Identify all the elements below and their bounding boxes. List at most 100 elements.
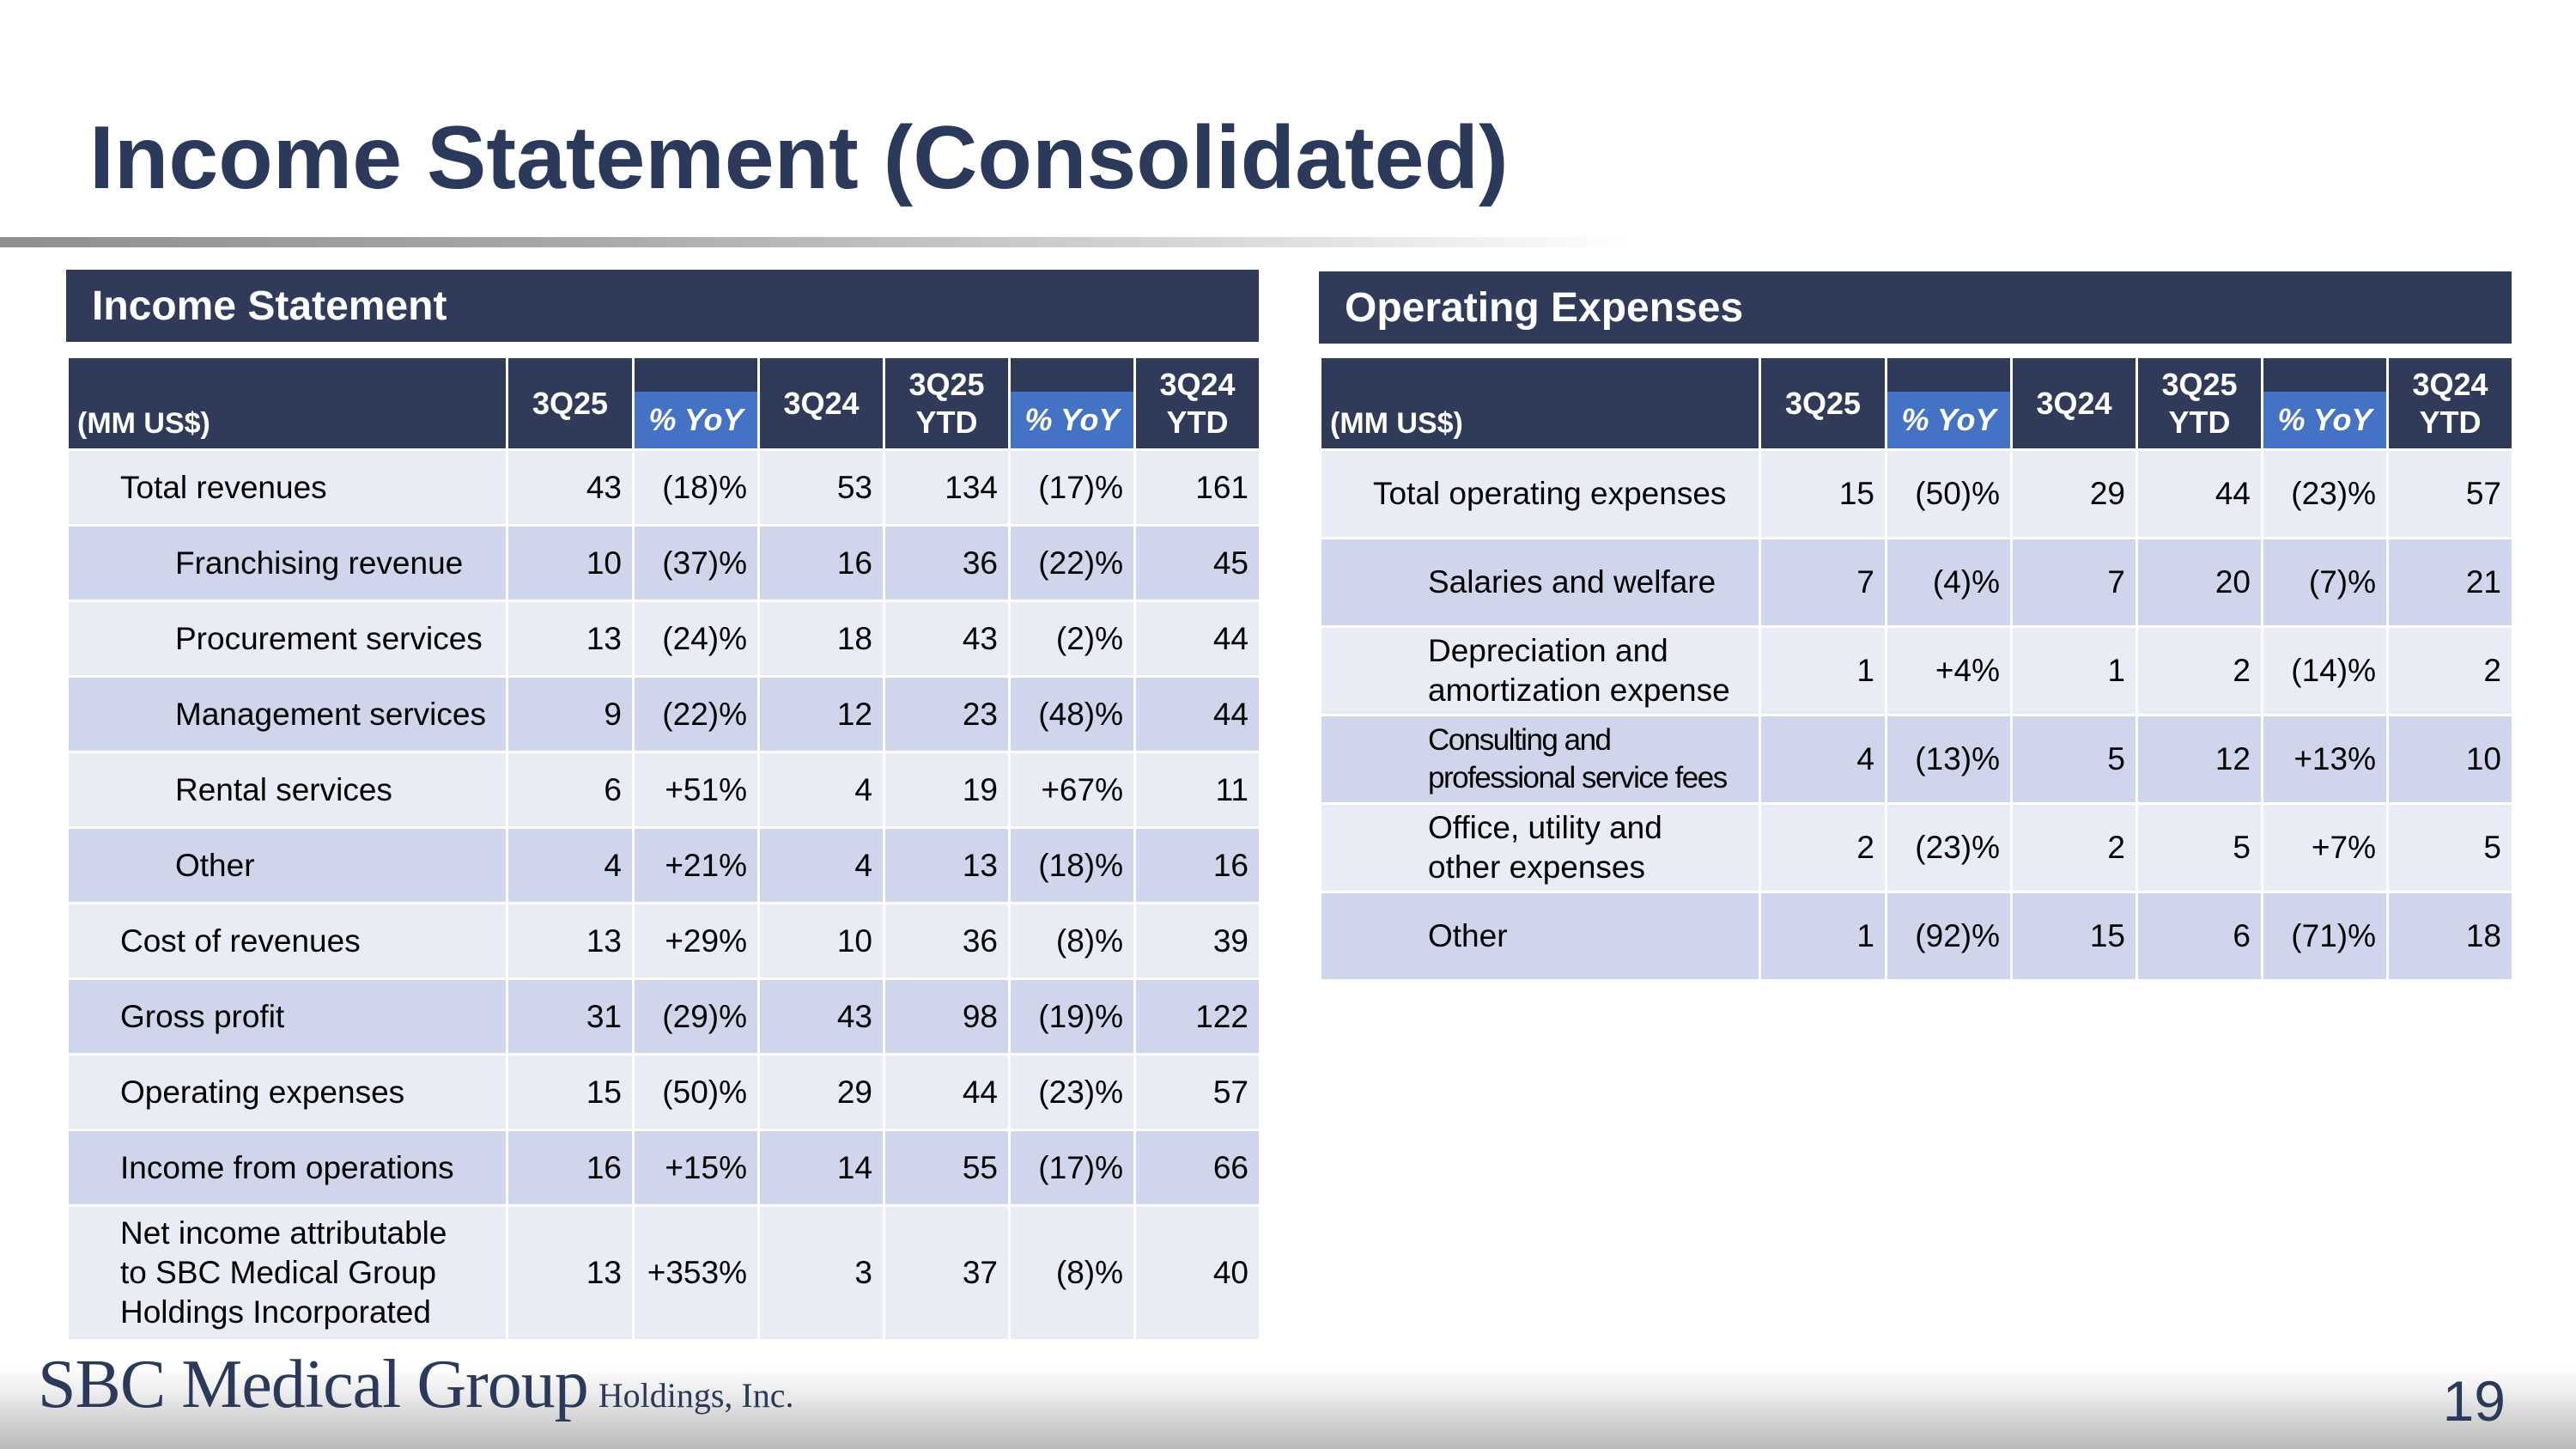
- cell-3q25-ytd: 12: [2136, 714, 2263, 805]
- operating-expenses-table: (MM US$) 3Q25 % YoY 3Q24 3Q25 YTD % YoY 3…: [1319, 356, 2514, 982]
- cell-ytd-yoy: (7)%: [2261, 537, 2389, 628]
- cell-3q25: 15: [506, 1053, 635, 1131]
- cell-3q24: 4: [757, 826, 885, 904]
- logo-sub-text: Holdings, Inc.: [598, 1376, 794, 1415]
- row-label: Gross profit: [66, 977, 508, 1056]
- title-divider: [0, 237, 1631, 247]
- cell-3q25-ytd: 55: [883, 1129, 1011, 1207]
- cell-ytd-yoy: +13%: [2261, 714, 2389, 805]
- table-row: Income from operations 16 +15% 14 55 (17…: [66, 1129, 1261, 1207]
- cell-3q24: 15: [2010, 891, 2138, 982]
- cell-3q25: 6: [506, 751, 635, 829]
- cell-ytd-yoy: (14)%: [2261, 625, 2389, 716]
- cell-3q25: 7: [1759, 537, 1887, 628]
- cell-3q24-ytd: 16: [1133, 826, 1261, 904]
- cell-3q25-ytd: 13: [883, 826, 1011, 904]
- cell-ytd-yoy: (23)%: [2261, 448, 2389, 539]
- cell-3q24-ytd: 45: [1133, 524, 1261, 602]
- yoy-badge: % YoY: [635, 392, 756, 447]
- cell-3q25-ytd: 36: [883, 902, 1011, 980]
- page-title: Income Statement (Consolidated): [89, 108, 1509, 208]
- footer-band: [0, 1366, 2576, 1449]
- col-yoy: % YoY: [632, 356, 760, 451]
- row-label: Management services: [66, 675, 508, 753]
- cell-ytd-yoy: (8)%: [1008, 1204, 1136, 1342]
- cell-3q25-ytd: 43: [883, 600, 1011, 678]
- cell-3q25-ytd: 20: [2136, 537, 2263, 628]
- row-label: Consulting and professional service fees: [1319, 714, 1761, 805]
- cell-ytd-yoy: (22)%: [1008, 524, 1136, 602]
- cell-yoy: (50)%: [1885, 448, 2013, 539]
- row-label: Salaries and welfare: [1319, 537, 1761, 628]
- unit-label: (MM US$): [1319, 356, 1761, 451]
- table-row: Other 4 +21% 4 13 (18)% 16: [66, 826, 1261, 904]
- cell-3q25-ytd: 19: [883, 751, 1011, 829]
- cell-yoy: (22)%: [632, 675, 760, 753]
- cell-3q24-ytd: 44: [1133, 675, 1261, 753]
- cell-ytd-yoy: (2)%: [1008, 600, 1136, 678]
- table-row: Salaries and welfare 7 (4)% 7 20 (7)% 21: [1319, 537, 2514, 628]
- row-label: Income from operations: [66, 1129, 508, 1207]
- cell-3q24-ytd: 66: [1133, 1129, 1261, 1207]
- row-label: Total operating expenses: [1319, 448, 1761, 539]
- cell-3q25: 13: [506, 1204, 635, 1342]
- cell-3q25: 43: [506, 448, 635, 527]
- table-row: Total operating expenses 15 (50)% 29 44 …: [1319, 448, 2514, 539]
- cell-3q24: 7: [2010, 537, 2138, 628]
- cell-yoy: (29)%: [632, 977, 760, 1056]
- cell-ytd-yoy: (18)%: [1008, 826, 1136, 904]
- cell-3q24: 18: [757, 600, 885, 678]
- income-statement-header: Income Statement: [66, 270, 1259, 342]
- row-label: Rental services: [66, 751, 508, 829]
- cell-yoy: (50)%: [632, 1053, 760, 1131]
- table-row: Franchising revenue 10 (37)% 16 36 (22)%…: [66, 524, 1261, 602]
- row-label: Franchising revenue: [66, 524, 508, 602]
- row-label: Office, utility and other expenses: [1319, 802, 1761, 893]
- cell-ytd-yoy: (71)%: [2261, 891, 2389, 982]
- cell-ytd-yoy: (23)%: [1008, 1053, 1136, 1131]
- cell-yoy: +353%: [632, 1204, 760, 1342]
- cell-3q25-ytd: 98: [883, 977, 1011, 1056]
- cell-yoy: (4)%: [1885, 537, 2013, 628]
- cell-3q24: 14: [757, 1129, 885, 1207]
- cell-3q24: 29: [2010, 448, 2138, 539]
- cell-3q24: 29: [757, 1053, 885, 1131]
- cell-3q24-ytd: 5: [2386, 802, 2514, 893]
- cell-3q24-ytd: 10: [2386, 714, 2514, 805]
- yoy-badge: % YoY: [1012, 392, 1133, 447]
- cell-3q25-ytd: 44: [2136, 448, 2263, 539]
- cell-yoy: +51%: [632, 751, 760, 829]
- logo-main-text: SBC Medical Group: [38, 1347, 589, 1422]
- cell-3q25: 1: [1759, 891, 1887, 982]
- cell-3q25: 31: [506, 977, 635, 1056]
- table-row: Office, utility and other expenses 2 (23)…: [1319, 802, 2514, 893]
- cell-3q24-ytd: 44: [1133, 600, 1261, 678]
- row-label: Total revenues: [66, 448, 508, 527]
- cell-yoy: +21%: [632, 826, 760, 904]
- col-3q24: 3Q24: [2010, 356, 2138, 451]
- cell-yoy: (18)%: [632, 448, 760, 527]
- cell-ytd-yoy: (17)%: [1008, 1129, 1136, 1207]
- cell-3q24: 3: [757, 1204, 885, 1342]
- page-number: 19: [2442, 1369, 2506, 1433]
- row-label: Other: [1319, 891, 1761, 982]
- table-header-row: (MM US$) 3Q25 % YoY 3Q24 3Q25 YTD % YoY 3…: [1319, 356, 2514, 451]
- cell-yoy: +4%: [1885, 625, 2013, 716]
- cell-3q25: 4: [506, 826, 635, 904]
- cell-3q25-ytd: 6: [2136, 891, 2263, 982]
- cell-3q25: 1: [1759, 625, 1887, 716]
- table-row: Net income attributable to SBC Medical Gr…: [66, 1204, 1261, 1342]
- table-row: Total revenues 43 (18)% 53 134 (17)% 161: [66, 448, 1261, 527]
- cell-3q24: 5: [2010, 714, 2138, 805]
- col-3q25: 3Q25: [1759, 356, 1887, 451]
- yoy-badge: % YoY: [1888, 392, 2009, 447]
- cell-3q25-ytd: 37: [883, 1204, 1011, 1342]
- table-row: Operating expenses 15 (50)% 29 44 (23)% …: [66, 1053, 1261, 1131]
- cell-3q24: 10: [757, 902, 885, 980]
- row-label: Cost of revenues: [66, 902, 508, 980]
- cell-ytd-yoy: (8)%: [1008, 902, 1136, 980]
- table-row: Rental services 6 +51% 4 19 +67% 11: [66, 751, 1261, 829]
- cell-yoy: (23)%: [1885, 802, 2013, 893]
- income-statement-table: (MM US$) 3Q25 % YoY 3Q24 3Q25 YTD % YoY 3…: [66, 356, 1261, 1342]
- col-ytd-yoy: % YoY: [1008, 356, 1136, 451]
